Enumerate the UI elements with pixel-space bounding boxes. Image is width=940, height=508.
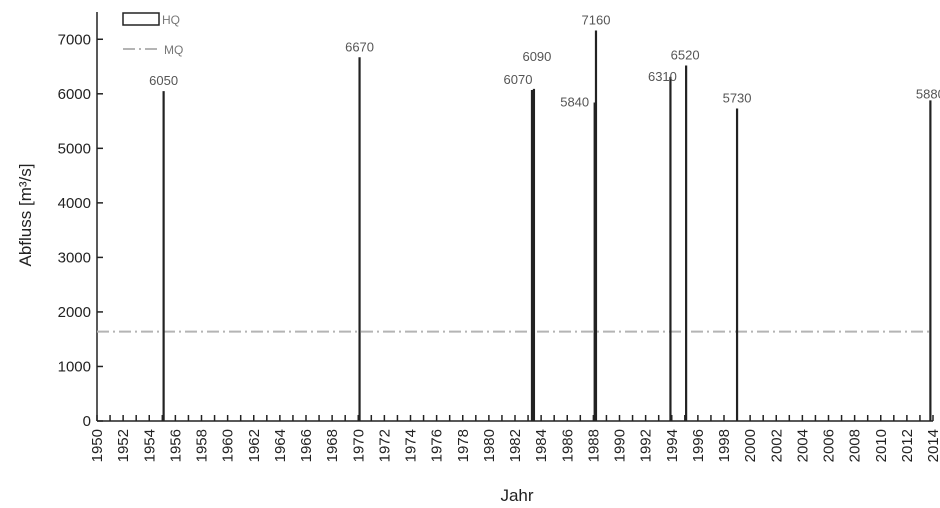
x-tick-label: 1990 [612,429,629,462]
hq-data-label: 5730 [723,91,752,106]
x-tick-label: 2010 [873,429,890,462]
x-tick-label: 1986 [559,429,576,462]
x-tick-label: 1956 [167,429,184,462]
x-tick-label: 2008 [847,429,864,462]
x-tick-label: 1950 [89,429,106,462]
hq-data-label: 6070 [504,72,533,87]
legend-hq-label: HQ [162,13,180,27]
data-labels: 6050 6670 6070 6090 7160 5840 6310 6520 5730 5880 [149,13,940,110]
hq-data-label: 7160 [582,13,611,28]
x-tick-label: 1992 [638,429,655,462]
x-tick-label: 1974 [403,429,420,462]
y-tick-label: 4000 [58,195,91,212]
x-tick-label: 1978 [455,429,472,462]
x-tick-label: 1996 [690,429,707,462]
x-tick-label: 2004 [794,429,811,462]
x-tick-label: 2012 [899,429,916,462]
x-tick-label: 2006 [821,429,838,462]
hq-data-label: 6310 [648,69,677,84]
x-tick-label: 1954 [141,429,158,462]
x-tick-label: 1952 [115,429,132,462]
legend-hq-swatch [122,12,160,26]
x-axis-title: Jahr [500,486,533,505]
y-tick-label: 2000 [58,304,91,321]
x-tick-label: 1970 [350,429,367,462]
x-tick-label: 1994 [664,429,681,462]
y-tick-label: 1000 [58,358,91,375]
x-tick-label: 1972 [376,429,393,462]
y-tick-label: 7000 [58,31,91,48]
x-tick-label: 2000 [742,429,759,462]
y-axis-title: Abfluss [m³/s] [16,164,35,267]
legend: HQ MQ [122,12,183,57]
axes: 0 1000 2000 3000 4000 5000 6000 7000 1950 1952 195… [58,12,940,462]
x-tick-label: 1976 [429,429,446,462]
x-tick-label: 1960 [220,429,237,462]
x-tick-label: 1958 [194,429,211,462]
y-tick-label: 3000 [58,249,91,266]
x-tick-label: 1984 [533,429,550,462]
hq-data-label: 6050 [149,73,178,88]
hq-data-label: 6670 [345,39,374,54]
hq-data-label: 6090 [522,49,551,64]
x-tick-label: 1982 [507,429,524,462]
hq-data-label: 5880 [916,86,940,101]
y-tick-label: 0 [83,413,91,430]
x-tick-label: 1988 [585,429,602,462]
y-tick-label: 5000 [58,140,91,157]
x-tick-label: 1968 [324,429,341,462]
x-tick-label: 1962 [246,429,263,462]
x-tick-label: 1966 [298,429,315,462]
hq-bars [162,30,932,421]
x-tick-label: 1998 [716,429,733,462]
legend-mq-label: MQ [164,43,183,57]
x-tick-label: 2002 [768,429,785,462]
x-tick-label: 1964 [272,429,289,462]
hq-data-label: 6520 [671,47,700,62]
hq-data-label: 5840 [560,95,589,110]
x-tick-label: 1980 [481,429,498,462]
x-tick-label: 2014 [925,429,940,462]
y-tick-label: 6000 [58,86,91,103]
